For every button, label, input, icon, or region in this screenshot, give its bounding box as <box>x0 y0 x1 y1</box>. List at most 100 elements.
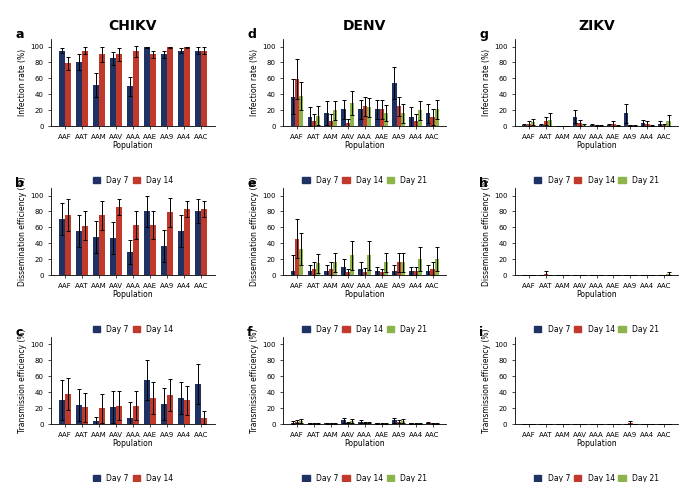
Y-axis label: Infection rate (%): Infection rate (%) <box>482 49 491 116</box>
Bar <box>333 262 337 275</box>
Bar <box>295 239 299 275</box>
Bar <box>616 125 620 126</box>
Bar <box>414 120 418 126</box>
Bar <box>384 113 388 126</box>
Bar <box>401 421 405 424</box>
Bar <box>65 394 71 424</box>
Legend: Day 7, Day 14: Day 7, Day 14 <box>92 324 173 334</box>
Bar <box>350 421 354 424</box>
Bar <box>367 423 371 424</box>
Bar <box>612 124 616 126</box>
X-axis label: Population: Population <box>345 439 385 448</box>
X-axis label: Population: Population <box>345 290 385 299</box>
Bar <box>325 423 329 424</box>
Bar <box>362 423 367 424</box>
Bar <box>161 246 167 275</box>
Y-axis label: Dissemination efficiency (%): Dissemination efficiency (%) <box>18 176 27 286</box>
Bar <box>325 113 329 126</box>
Bar <box>133 51 139 126</box>
Bar <box>76 405 82 424</box>
Bar <box>59 51 65 126</box>
Bar <box>150 398 156 424</box>
Bar <box>362 272 367 275</box>
Bar <box>167 212 173 275</box>
Bar <box>393 83 397 126</box>
Bar <box>184 400 190 424</box>
Bar <box>632 125 637 126</box>
Bar <box>290 271 295 275</box>
Bar <box>379 109 384 126</box>
Bar <box>401 262 405 275</box>
Bar <box>150 54 156 126</box>
Bar <box>295 79 299 126</box>
Bar <box>290 97 295 126</box>
Bar <box>144 212 150 275</box>
Bar <box>178 51 184 126</box>
X-axis label: Population: Population <box>112 290 153 299</box>
Bar <box>178 398 184 424</box>
Bar <box>375 109 379 126</box>
Bar <box>523 125 527 126</box>
Bar <box>76 63 82 126</box>
Bar <box>308 117 312 126</box>
Title: ZIKV: ZIKV <box>578 19 615 33</box>
Bar <box>367 255 371 275</box>
Bar <box>76 231 82 275</box>
Y-axis label: Infection rate (%): Infection rate (%) <box>18 49 27 116</box>
Bar <box>59 219 65 275</box>
Bar <box>82 226 88 275</box>
Bar <box>133 406 139 424</box>
Bar <box>93 85 99 126</box>
Text: g: g <box>479 28 488 41</box>
Bar <box>184 47 190 126</box>
Bar <box>418 110 422 126</box>
Y-axis label: Transmission efficiency (%): Transmission efficiency (%) <box>18 328 27 432</box>
Bar <box>99 215 105 275</box>
X-axis label: Population: Population <box>345 141 385 150</box>
Bar <box>384 262 388 275</box>
Text: a: a <box>16 28 24 41</box>
Bar <box>82 51 88 126</box>
Bar <box>161 404 167 424</box>
Y-axis label: Transmission efficiency (%): Transmission efficiency (%) <box>250 328 259 432</box>
X-axis label: Population: Population <box>112 141 153 150</box>
Bar <box>299 421 303 424</box>
Bar <box>150 225 156 275</box>
Bar <box>195 212 201 275</box>
Bar <box>607 125 612 126</box>
Legend: Day 7, Day 14, Day 21: Day 7, Day 14, Day 21 <box>534 473 659 482</box>
Bar <box>127 86 133 126</box>
Bar <box>539 125 543 126</box>
Bar <box>184 209 190 275</box>
Bar <box>645 124 649 126</box>
Bar <box>543 121 548 126</box>
Bar <box>367 107 371 126</box>
Bar <box>308 271 312 275</box>
Title: CHIKV: CHIKV <box>109 19 158 33</box>
Bar <box>144 47 150 126</box>
Title: DENV: DENV <box>343 19 386 33</box>
Bar <box>110 407 116 424</box>
Bar <box>573 117 577 126</box>
Bar <box>590 125 595 126</box>
Bar <box>333 423 337 424</box>
Bar <box>65 63 71 126</box>
X-axis label: Population: Population <box>112 439 153 448</box>
Bar <box>133 225 139 275</box>
Bar <box>667 120 671 126</box>
Bar <box>65 215 71 275</box>
Bar <box>341 109 346 126</box>
Bar <box>316 423 321 424</box>
Bar <box>418 423 422 424</box>
X-axis label: Population: Population <box>576 439 617 448</box>
Bar <box>375 423 379 424</box>
Bar <box>195 384 201 424</box>
Bar <box>430 423 435 424</box>
Bar <box>350 103 354 126</box>
Bar <box>178 231 184 275</box>
Bar <box>649 125 653 126</box>
Bar <box>435 423 439 424</box>
Bar <box>430 269 435 275</box>
Bar <box>599 125 603 126</box>
Bar <box>333 110 337 126</box>
